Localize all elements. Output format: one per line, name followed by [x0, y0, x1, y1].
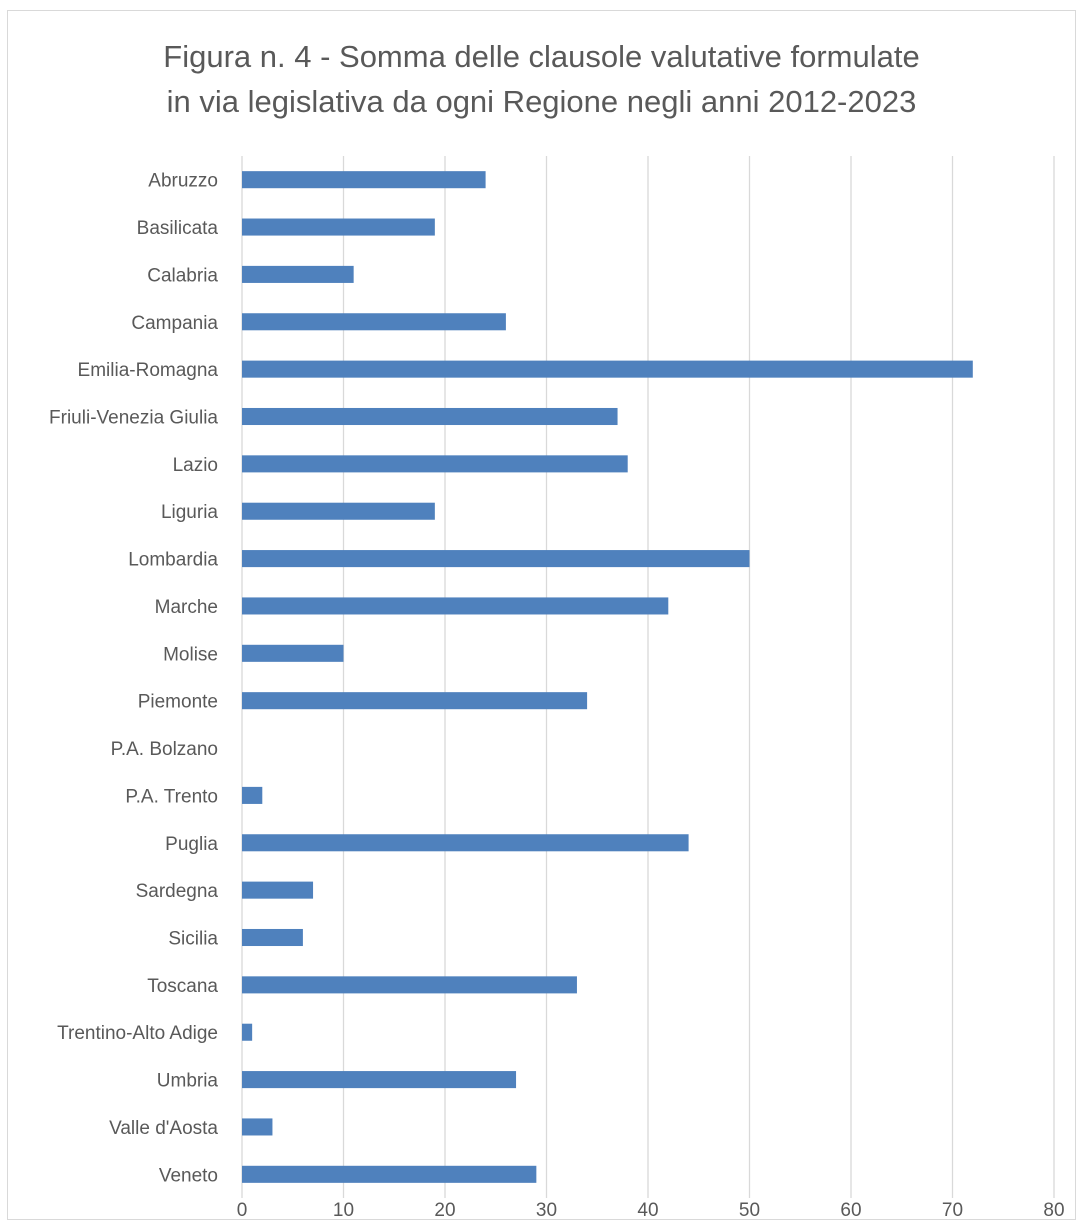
chart-frame	[7, 10, 1076, 1220]
category-label: Sardegna	[136, 881, 219, 902]
x-tick-label: 80	[1043, 1200, 1064, 1221]
category-label: Trentino-Alto Adige	[57, 1023, 218, 1044]
category-label: Veneto	[159, 1165, 218, 1186]
category-label: P.A. Trento	[125, 786, 218, 807]
bar-liguria	[242, 502, 435, 520]
x-tick-labels: 0 10 20 30 40 50 60 70 80	[237, 1200, 1065, 1221]
category-label: Marche	[155, 597, 218, 618]
gridlines	[241, 156, 1055, 1198]
bar-marche	[242, 597, 669, 615]
category-label: Basilicata	[137, 218, 219, 239]
x-tick-label: 50	[739, 1200, 760, 1221]
category-label: Liguria	[161, 502, 218, 523]
x-tick-label: 40	[637, 1200, 658, 1221]
bar-piemonte	[242, 692, 588, 710]
category-label: Piemonte	[138, 692, 218, 713]
bar-calabria	[242, 265, 354, 283]
category-label: Lazio	[173, 455, 218, 476]
x-tick-label: 0	[237, 1200, 248, 1221]
bar-campania	[242, 313, 506, 331]
category-label: Emilia-Romagna	[78, 360, 219, 381]
category-label: Friuli-Venezia Giulia	[49, 408, 218, 429]
category-label: Molise	[163, 644, 218, 665]
bar-friuli-venezia-giulia	[242, 407, 618, 426]
bar-abruzzo	[242, 171, 486, 189]
chart-title-line-2: in via legislativa da ogni Regione negli…	[166, 84, 917, 119]
x-tick-label: 30	[536, 1200, 557, 1221]
x-tick-label: 10	[333, 1200, 354, 1221]
bar-p-a-trento	[242, 786, 263, 804]
x-tick-label: 60	[840, 1200, 861, 1221]
x-tick-label: 20	[434, 1200, 455, 1221]
bar-trentino-alto-adige	[242, 1023, 253, 1041]
category-label: Abruzzo	[148, 171, 218, 192]
bar-emilia-romagna	[242, 360, 973, 378]
category-label: Sicilia	[168, 929, 218, 950]
chart-title: Figura n. 4 - Somma delle clausole valut…	[0, 34, 1083, 124]
category-label: Umbria	[157, 1071, 219, 1092]
category-label: P.A. Bolzano	[111, 739, 218, 760]
chart-title-line-1: Figura n. 4 - Somma delle clausole valut…	[163, 39, 920, 74]
bar-sardegna	[242, 881, 314, 899]
category-label: Campania	[131, 313, 218, 334]
category-label: Calabria	[147, 265, 218, 286]
bar-lombardia	[242, 550, 750, 568]
bar-lazio	[242, 455, 628, 473]
bar-basilicata	[242, 218, 435, 236]
category-label: Toscana	[147, 976, 218, 997]
bar-molise	[242, 644, 344, 662]
category-label: Valle d'Aosta	[109, 1118, 218, 1139]
bar-toscana	[242, 976, 577, 994]
x-tick-label: 70	[942, 1200, 963, 1221]
bar-valle-d-aosta	[242, 1118, 273, 1136]
bar-sicilia	[242, 928, 303, 947]
bar-veneto	[242, 1165, 537, 1183]
bar-puglia	[242, 834, 689, 852]
bars	[242, 171, 973, 1183]
category-label: Lombardia	[128, 550, 218, 571]
category-labels: Abruzzo Basilicata Calabria Campania Emilia-…	[49, 171, 218, 1187]
category-label: Puglia	[165, 834, 218, 855]
bar-umbria	[242, 1071, 517, 1089]
